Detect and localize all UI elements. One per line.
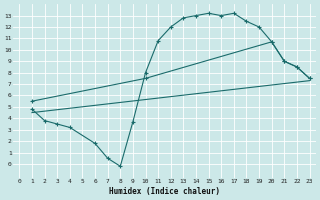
X-axis label: Humidex (Indice chaleur): Humidex (Indice chaleur) bbox=[109, 187, 220, 196]
